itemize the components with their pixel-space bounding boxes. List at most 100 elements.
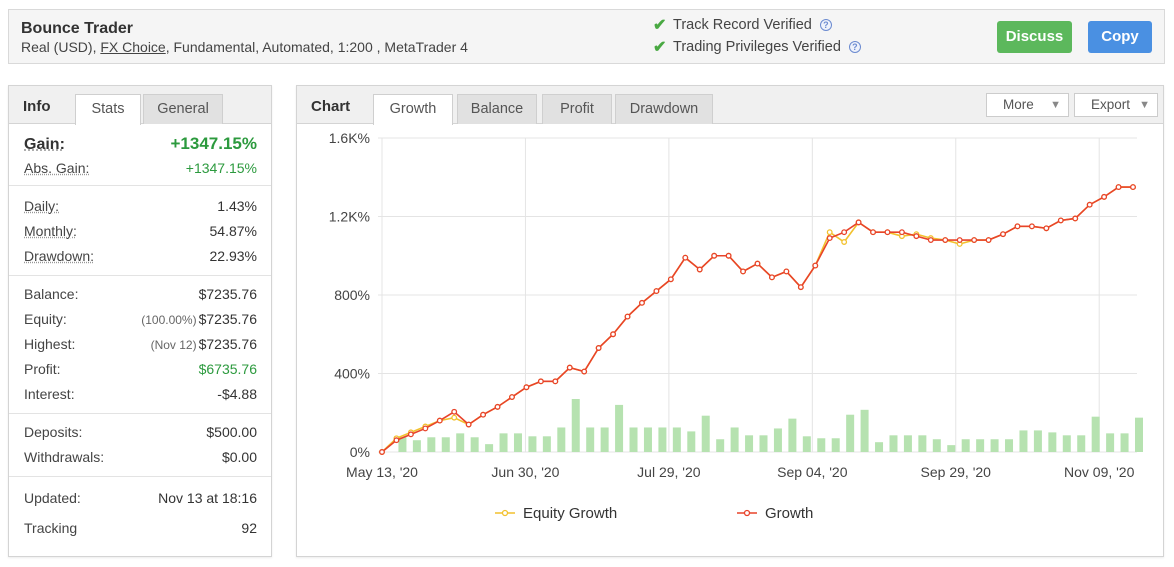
- help-icon[interactable]: ?: [848, 41, 861, 53]
- x-tick-label: Sep 04, '20: [777, 464, 848, 480]
- export-dropdown[interactable]: Export ▼: [1074, 93, 1158, 117]
- info-panel-title: Info: [23, 98, 51, 115]
- help-icon[interactable]: ?: [819, 19, 832, 31]
- deposits-group: Deposits: $500.00 Withdrawals: $0.00: [9, 414, 271, 477]
- broker-link[interactable]: FX Choice: [100, 39, 166, 55]
- series-point: [797, 284, 804, 291]
- profit-bar: [1106, 433, 1115, 452]
- profit-bar: [427, 437, 436, 452]
- profit-bar: [990, 439, 999, 452]
- track-record-label: Track Record Verified: [673, 17, 812, 33]
- gain-label: Gain:: [24, 136, 65, 153]
- balance-row: Balance: $7235.76: [24, 282, 257, 307]
- profit-bar: [745, 435, 754, 452]
- profit-bar: [773, 428, 782, 452]
- tab-stats[interactable]: Stats: [75, 94, 141, 125]
- info-panel-tabs: Info Stats General: [9, 86, 271, 125]
- daily-value: 1.43%: [217, 198, 257, 214]
- series-point: [754, 260, 761, 267]
- x-tick-label: Nov 09, '20: [1064, 464, 1135, 480]
- tab-profit[interactable]: Profit: [542, 94, 612, 124]
- highest-date: (Nov 12): [150, 338, 197, 352]
- updated-value: Nov 13 at 18:16: [158, 490, 257, 506]
- profit-bar: [687, 431, 696, 452]
- series-point: [379, 449, 385, 455]
- interest-value: -$4.88: [217, 386, 257, 402]
- profit-bar: [557, 427, 566, 452]
- series-point: [841, 239, 848, 245]
- series-point: [870, 229, 876, 236]
- legend-marker: [743, 509, 751, 517]
- chart-panel-title: Chart: [311, 98, 351, 115]
- profit-bar: [513, 433, 522, 452]
- more-label: More: [1003, 97, 1034, 112]
- series-point: [1014, 223, 1021, 230]
- discuss-button[interactable]: Discuss: [997, 21, 1072, 53]
- profit-bar: [398, 437, 407, 452]
- series-point: [696, 266, 703, 273]
- equity-percent: (100.00%): [141, 313, 197, 327]
- tab-balance[interactable]: Balance: [457, 94, 537, 124]
- series-point: [927, 237, 934, 243]
- series-point: [494, 403, 501, 410]
- profit-bar: [875, 442, 884, 452]
- series-point: [451, 408, 458, 415]
- deposits-label: Deposits:: [24, 424, 83, 440]
- legend-marker: [501, 509, 509, 517]
- profit-bar: [918, 435, 927, 452]
- x-tick-label: May 13, '20: [346, 464, 418, 480]
- balance-label: Balance:: [24, 286, 79, 302]
- series-point: [422, 425, 429, 432]
- series-point: [682, 254, 689, 261]
- series-point: [465, 421, 472, 428]
- series-point: [768, 274, 775, 281]
- series-point: [451, 414, 458, 421]
- y-tick-label: 800%: [334, 287, 370, 303]
- tab-drawdown[interactable]: Drawdown: [615, 94, 713, 124]
- account-title: Bounce Trader: [21, 20, 134, 37]
- profit-bar: [903, 435, 912, 452]
- y-tick-label: 1.2K%: [329, 209, 370, 225]
- more-dropdown[interactable]: More ▼: [986, 93, 1069, 117]
- series-point: [1115, 184, 1122, 191]
- series-point: [1028, 223, 1035, 230]
- series-point: [393, 437, 400, 444]
- gain-row: Gain: +1347.15%: [24, 131, 257, 157]
- series-point: [841, 229, 848, 236]
- daily-row: Daily: 1.43%: [24, 194, 257, 219]
- profit-bar: [470, 437, 479, 452]
- profit-bar: [701, 415, 710, 452]
- series-point: [537, 378, 544, 385]
- profit-bar: [1077, 435, 1086, 452]
- profit-bar: [658, 427, 667, 452]
- series-point: [610, 331, 617, 338]
- abs-gain-label: Abs. Gain:: [24, 160, 90, 176]
- series-point: [407, 431, 414, 438]
- tab-general[interactable]: General: [143, 94, 223, 124]
- series-point: [783, 268, 790, 275]
- chevron-down-icon: ▼: [1050, 99, 1061, 111]
- series-point: [740, 268, 747, 275]
- profit-bar: [1062, 435, 1071, 452]
- equity-label: Equity:: [24, 311, 67, 327]
- profit-bar: [817, 438, 826, 452]
- interest-row: Interest: -$4.88: [24, 382, 257, 407]
- updated-label: Updated:: [24, 490, 81, 506]
- copy-button[interactable]: Copy: [1088, 21, 1152, 53]
- profit-bar: [1091, 416, 1100, 452]
- series-point: [985, 237, 992, 243]
- subtitle-prefix: Real (USD),: [21, 39, 101, 55]
- chevron-down-icon: ▼: [1139, 99, 1150, 111]
- tab-growth[interactable]: Growth: [373, 94, 453, 125]
- profit-bar: [1135, 417, 1143, 452]
- gain-group: Gain: +1347.15% Abs. Gain: +1347.15%: [9, 124, 271, 186]
- drawdown-value: 22.93%: [209, 248, 257, 264]
- gain-value: +1347.15%: [170, 134, 258, 153]
- series-point: [898, 229, 905, 236]
- series-point: [639, 299, 645, 306]
- profit-bar: [1120, 433, 1129, 452]
- series-point: [552, 378, 559, 385]
- profit-bar: [788, 418, 797, 452]
- profit-bar: [571, 399, 580, 452]
- trading-privileges-verified: ✔ Trading Privileges Verified ?: [653, 37, 861, 57]
